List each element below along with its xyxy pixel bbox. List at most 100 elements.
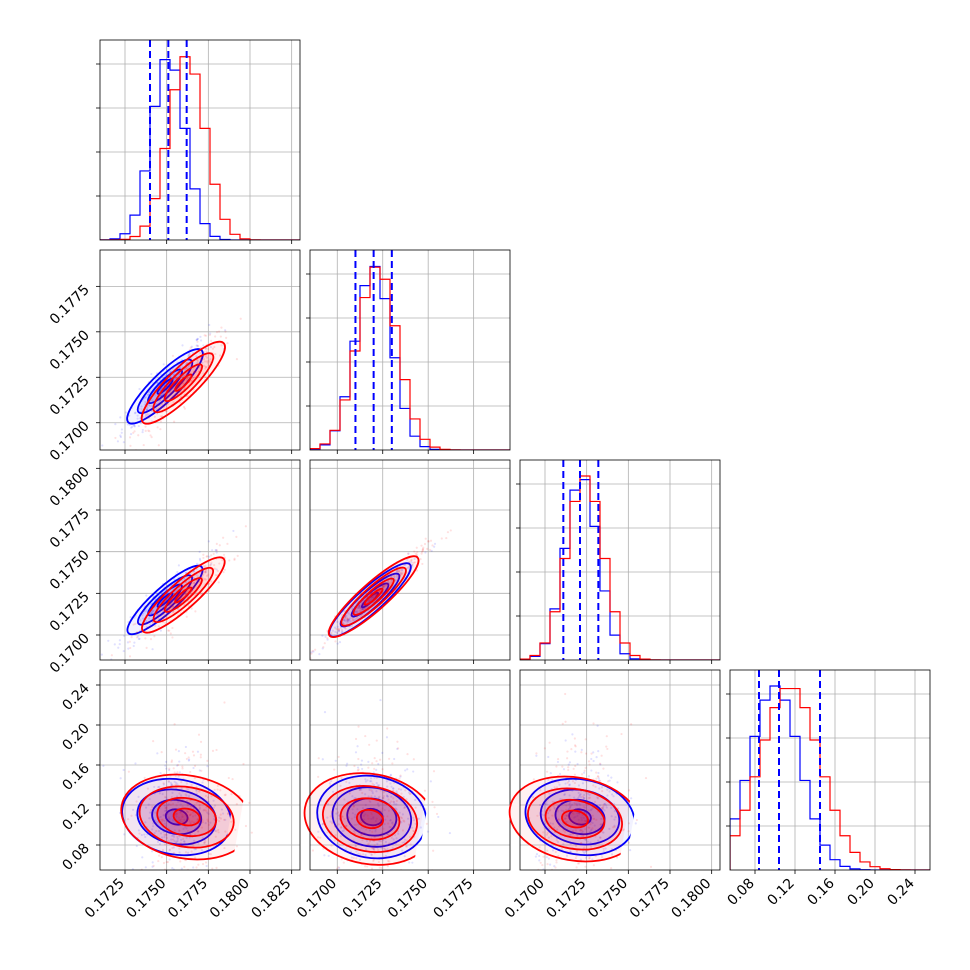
scatter-point [201,819,204,822]
scatter-point [171,924,173,926]
scatter-point [155,613,159,616]
scatter-point [360,826,363,829]
scatter-point [598,779,601,782]
scatter-point [361,791,364,795]
scatter-point [338,843,341,846]
scatter-point [383,848,387,851]
scatter-point [360,608,363,611]
scatter-point [143,403,146,406]
scatter-point [597,775,600,778]
scatter-point [397,747,400,750]
scatter-point [538,854,541,858]
scatter-point [560,848,564,851]
contour-series-b [141,556,226,634]
scatter-point [610,806,613,809]
scatter-point [219,813,222,816]
scatter-point [359,853,362,856]
scatter-point [431,800,434,804]
scatter-point [372,847,375,850]
scatter-point [378,866,381,869]
scatter-point [507,841,509,843]
scatter-point [136,635,140,638]
scatter-point [379,818,382,821]
scatter-point [601,831,604,834]
scatter-point [543,803,547,806]
scatter-point [406,817,410,820]
scatter-point [362,832,365,835]
scatter-point [177,763,180,767]
scatter-point [389,826,393,829]
scatter-point [412,819,416,822]
scatter-point [159,772,162,775]
scatter-point [383,789,386,793]
scatter-point [176,795,179,798]
scatter-point [360,833,363,836]
scatter-point [387,809,390,812]
scatter-point [203,785,207,789]
scatter-point [157,407,160,410]
scatter-point [579,829,582,832]
scatter-point [568,794,571,797]
scatter-point [372,847,375,850]
scatter-point [151,876,153,878]
scatter-point [587,760,591,763]
scatter-point [218,819,221,823]
scatter-point [149,623,152,626]
scatter-point [592,722,595,725]
scatter-point [385,931,387,933]
scatter-point [346,618,349,621]
scatter-point [395,808,398,811]
scatter-point [172,373,176,376]
scatter-point [598,836,602,839]
scatter-point [175,604,178,607]
scatter-point [215,331,219,334]
scatter-point [372,596,375,599]
scatter-point [182,837,185,841]
scatter-point [360,763,363,766]
scatter-point [164,833,167,836]
scatter-point [554,878,556,880]
scatter-point [551,822,555,825]
scatter-point [224,330,227,333]
scatter-point [330,631,333,635]
scatter-point [204,354,207,358]
scatter-point [202,344,205,347]
scatter-point [217,330,221,333]
x-tick-label: 0.1700 [294,876,340,922]
scatter-point [128,414,131,417]
scatter-point [342,622,345,626]
scatter-point [334,834,337,837]
scatter-point [408,560,411,563]
scatter-point [331,810,334,813]
scatter-point [627,830,630,833]
scatter-point [173,780,176,783]
scatter-point [324,635,327,638]
scatter-point [554,866,557,869]
scatter-point [176,764,179,767]
scatter-point [151,828,154,831]
scatter-point [345,764,348,767]
scatter-point [368,799,371,803]
scatter-point [149,603,153,606]
scatter-point [352,805,355,808]
scatter-point [352,889,354,891]
scatter-point [401,561,404,565]
scatter-point [370,813,373,816]
scatter-point [163,822,167,825]
scatter-point [601,806,604,809]
scatter-series-b [127,701,253,926]
y-tick-label: 0.1800 [47,464,93,510]
scatter-point [627,789,631,792]
scatter-point [204,334,208,337]
scatter-point [133,424,136,427]
scatter-point [159,815,162,819]
scatter-point [375,782,378,785]
scatter-point [206,574,209,577]
scatter-point [170,795,173,799]
scatter-point [600,823,603,826]
scatter-point [374,830,377,833]
scatter-point [600,786,604,789]
scatter-point [389,819,392,822]
scatter-point [176,800,180,803]
scatter-point [603,809,606,812]
